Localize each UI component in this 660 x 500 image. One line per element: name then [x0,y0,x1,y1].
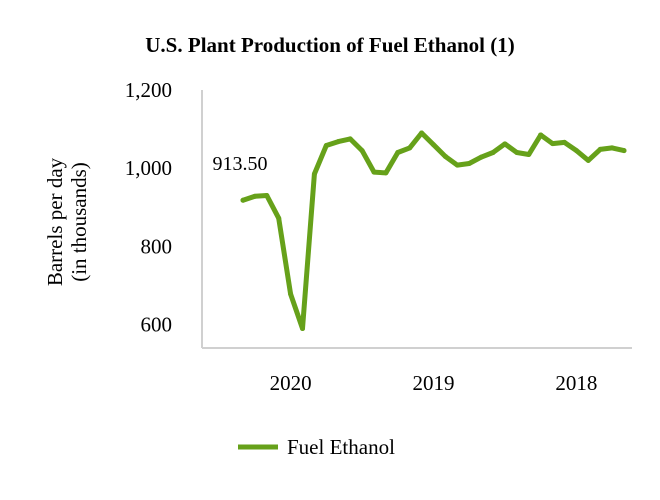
data-point [538,132,544,138]
legend: Fuel Ethanol [238,435,395,459]
data-point [335,139,341,145]
y-tick-label: 1,200 [125,78,172,102]
legend-label-fuel-ethanol: Fuel Ethanol [287,435,395,459]
data-point [419,130,425,136]
x-tick-label: 2019 [413,371,455,395]
data-point [597,146,603,152]
data-point [252,193,258,199]
data-point [478,154,484,160]
data-point [550,141,556,147]
data-point [585,157,591,163]
series-line-fuel-ethanol [240,130,627,331]
data-label-first-point: 913.50 [213,153,268,175]
data-point [383,170,389,176]
y-tick-label: 800 [141,234,173,258]
data-point [466,160,472,166]
data-point [300,325,306,331]
series-group [240,130,627,331]
chart-title: U.S. Plant Production of Fuel Ethanol (1… [145,33,514,57]
data-point [573,148,579,154]
data-point [276,215,282,221]
data-point [240,197,246,203]
data-point [347,136,353,142]
data-point [371,169,377,175]
data-point [561,139,567,145]
data-point [431,142,436,148]
data-point [264,193,270,199]
data-point [526,152,532,157]
data-points [240,130,627,331]
data-point [288,291,294,297]
data-point [514,150,520,156]
data-point [454,162,460,168]
y-axis-label: Barrels per day (in thousands) [43,157,91,286]
data-point [490,150,496,156]
data-point [621,148,627,154]
y-tick-label: 600 [141,313,173,337]
x-tick-label: 2020 [270,371,312,395]
x-tick-labels: 2020 2019 2018 [270,371,598,395]
data-point [609,145,615,151]
data-point [442,153,448,159]
data-point [395,150,401,156]
y-axis-label-line2: (in thousands) [67,162,91,282]
y-tick-labels: 600 800 1,000 1,200 [125,78,172,337]
x-tick-label: 2018 [555,371,597,395]
data-point [359,148,365,154]
data-point [311,171,317,177]
data-point [323,143,329,149]
data-point [502,141,508,147]
y-tick-label: 1,000 [125,156,172,180]
y-axis-label-line1: Barrels per day [43,157,67,286]
data-point [407,145,413,151]
